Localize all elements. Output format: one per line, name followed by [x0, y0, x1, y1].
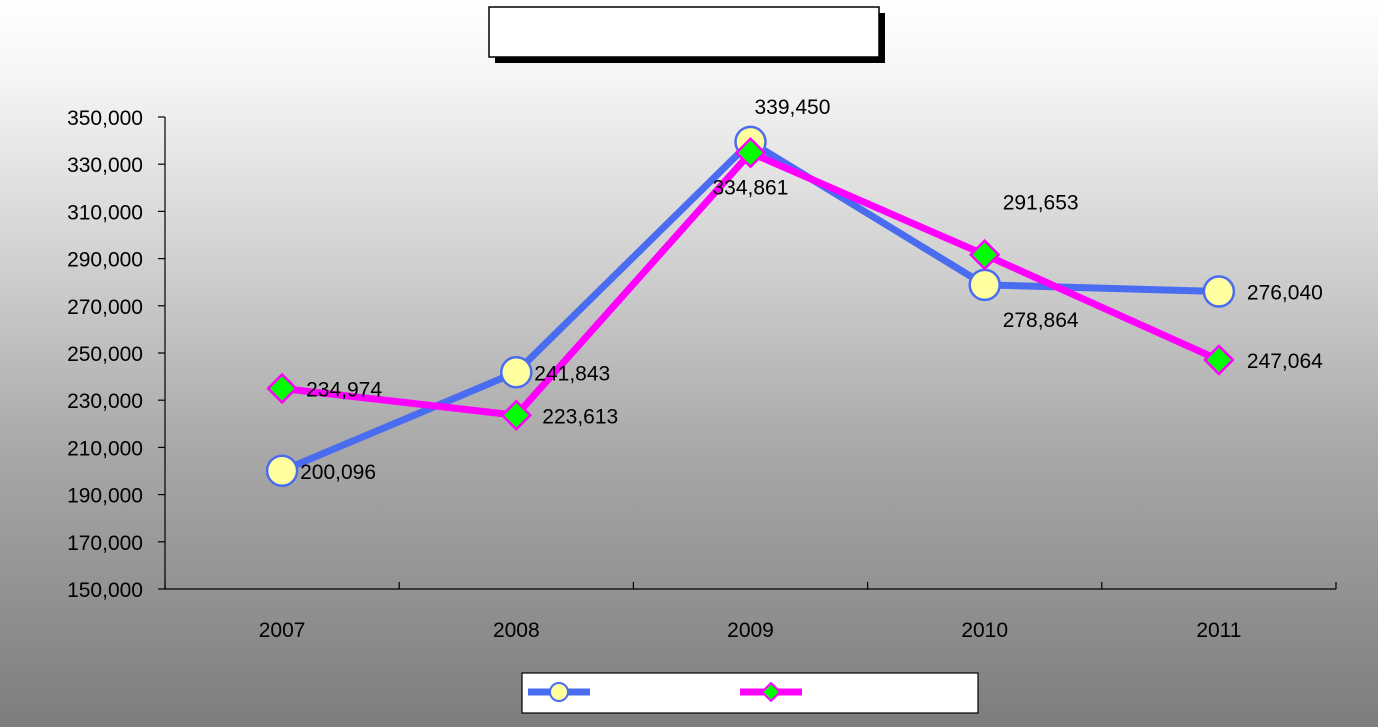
y-tick-label: 350,000 [67, 107, 143, 130]
series-2-point [734, 136, 767, 169]
legend-marker [760, 681, 782, 703]
series-1-data-label: 339,450 [755, 96, 831, 119]
y-tick-label: 330,000 [67, 154, 143, 177]
series-2-point [1203, 344, 1235, 376]
series-1-data-label: 241,843 [534, 362, 610, 385]
series-1-point [1202, 275, 1236, 308]
y-tick-label: 270,000 [67, 296, 143, 319]
legend-item-series-1 [528, 682, 590, 702]
data-labels: 200,096 241,843 339,450 278,864 276,040 234,9… [300, 96, 1323, 484]
x-tick-label: 2008 [493, 619, 540, 642]
series-1-data-label: 278,864 [1003, 309, 1079, 332]
x-tick-label: 2009 [727, 619, 774, 642]
y-tick-label: 310,000 [67, 201, 143, 224]
x-tick-label: 2007 [259, 619, 306, 642]
series-1-point [968, 268, 1001, 302]
y-tick-label: 290,000 [67, 249, 143, 272]
y-tick-label: 190,000 [67, 485, 143, 508]
x-tick-label: 2010 [961, 619, 1008, 642]
series-1-point [500, 356, 533, 389]
legend [521, 672, 979, 714]
legend-item-series-2 [740, 681, 802, 703]
series-2-point [968, 238, 1001, 271]
series-2-data-label: 247,064 [1247, 350, 1323, 373]
series-2-data-label: 334,861 [713, 177, 789, 200]
series-2-point [500, 399, 533, 432]
series-2-data-label: 234,974 [306, 378, 382, 401]
chart-title-box [488, 6, 885, 63]
series-2-data-label: 223,613 [542, 405, 618, 428]
series-2-point [266, 372, 298, 405]
series-1-point [265, 454, 299, 488]
axes: 150,000 170,000 190,000 210,000 230,000 250,0… [67, 107, 1337, 642]
x-tick-label: 2011 [1196, 619, 1241, 642]
series-1-data-label: 200,096 [300, 461, 376, 484]
legend-marker [549, 682, 569, 702]
y-tick-label: 230,000 [67, 390, 143, 413]
series-2-data-label: 291,653 [1003, 192, 1079, 215]
series-layer [265, 125, 1236, 488]
y-tick-label: 170,000 [67, 532, 143, 555]
y-tick-label: 150,000 [67, 579, 143, 602]
y-tick-label: 250,000 [67, 343, 143, 366]
y-tick-label: 210,000 [67, 437, 143, 460]
series-1-data-label: 276,040 [1247, 282, 1323, 305]
